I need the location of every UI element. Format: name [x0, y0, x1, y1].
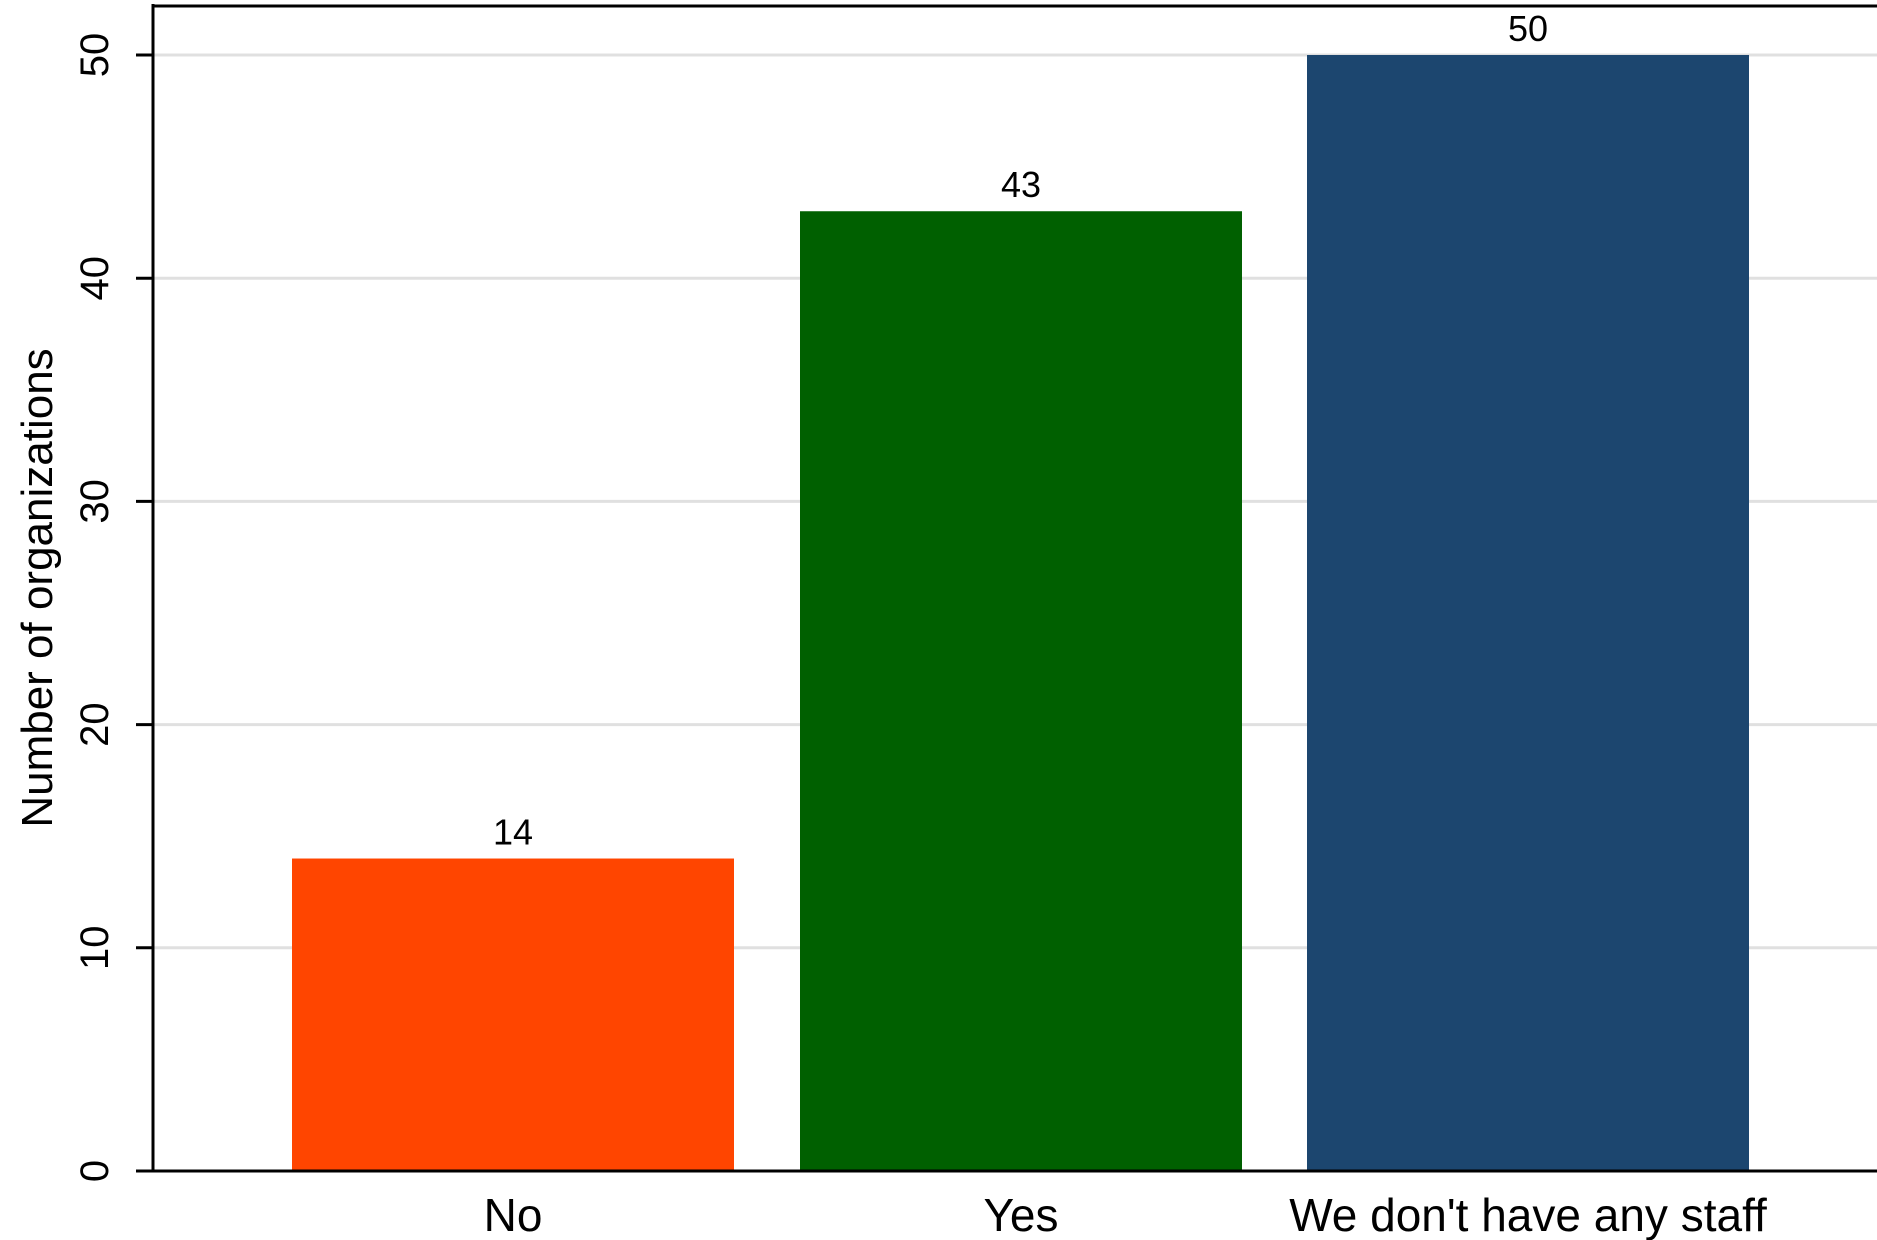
- data-label-2: 50: [1508, 8, 1548, 49]
- axes: [136, 4, 1877, 1173]
- labels: 14 No 43 Yes 50 We don't have any staff 0 10 20 3…: [73, 8, 1767, 1240]
- category-label-0: No: [484, 1189, 543, 1240]
- bars: [292, 55, 1749, 1172]
- y-tick-label-0: 0: [73, 1160, 117, 1182]
- bar-0: [292, 858, 734, 1171]
- y-axis-title: Number of organizations: [13, 348, 62, 827]
- data-label-0: 14: [493, 812, 533, 853]
- y-tick-label-30: 30: [73, 479, 117, 524]
- bar-1: [800, 211, 1242, 1172]
- bar-2: [1307, 55, 1749, 1171]
- y-tick-label-10: 10: [73, 926, 117, 971]
- y-tick-label-20: 20: [73, 702, 117, 747]
- y-tick-label-40: 40: [73, 256, 117, 301]
- data-label-1: 43: [1001, 164, 1041, 205]
- category-label-2: We don't have any staff: [1289, 1189, 1767, 1240]
- y-tick-label-50: 50: [73, 33, 117, 78]
- category-label-1: Yes: [983, 1189, 1058, 1240]
